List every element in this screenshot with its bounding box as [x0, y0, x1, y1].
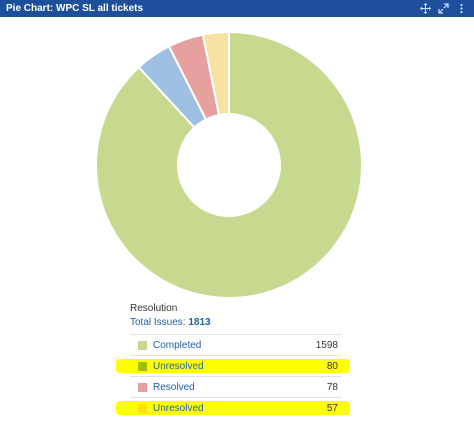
donut-chart [0, 17, 474, 302]
total-value[interactable]: 1813 [188, 317, 211, 328]
total-issues: Total Issues: 1813 [130, 316, 211, 330]
legend-table: Completed 1598 Unresolved 80 Resolved 78… [116, 334, 350, 418]
legend-title: Resolution [130, 303, 178, 314]
legend-value: 80 [326, 360, 338, 372]
total-label: Total Issues: [130, 317, 186, 328]
legend-label[interactable]: Unresolved [153, 402, 204, 414]
legend-value: 78 [326, 381, 338, 393]
legend-swatch [138, 340, 147, 350]
legend-swatch [138, 361, 147, 371]
legend-value: 1598 [315, 339, 338, 351]
legend-value: 57 [326, 402, 338, 414]
legend-row[interactable]: Completed 1598 [130, 334, 342, 355]
pie-slice[interactable] [95, 30, 363, 299]
legend-swatch [138, 403, 147, 413]
legend-row[interactable]: Unresolved 80 [116, 355, 350, 376]
legend-header: Resolution Total Issues: 1813 [130, 302, 211, 330]
menu-icon[interactable] [454, 2, 468, 16]
panel-title: Pie Chart: WPC SL all tickets [6, 3, 144, 14]
legend-label[interactable]: Resolved [153, 381, 195, 393]
move-icon[interactable] [418, 2, 432, 16]
legend-row[interactable]: Unresolved 57 [116, 397, 350, 418]
pie-slice[interactable] [201, 30, 230, 117]
legend-row[interactable]: Resolved 78 [130, 376, 342, 397]
legend-label[interactable]: Completed [153, 339, 202, 351]
expand-icon[interactable] [436, 2, 450, 16]
legend-swatch [138, 382, 147, 392]
legend-label[interactable]: Unresolved [153, 360, 204, 372]
panel-header: Pie Chart: WPC SL all tickets [0, 0, 474, 17]
